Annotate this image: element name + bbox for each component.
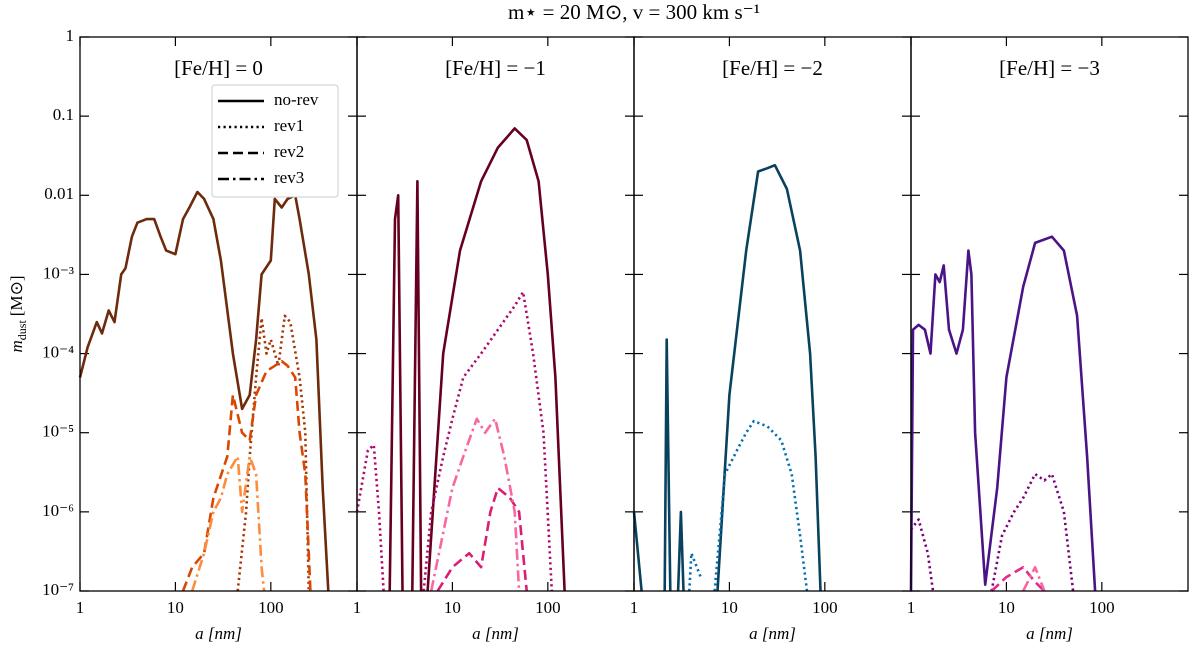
data-line <box>190 455 266 592</box>
panel: 1 10 100 [Fe/H] = −3 a [nm] <box>907 36 1189 643</box>
data-line <box>436 486 528 592</box>
panel-title: [Fe/H] = −3 <box>999 56 1100 80</box>
y-axis-label: mdust [M⊙] <box>7 276 29 353</box>
data-line <box>909 472 1075 592</box>
x-tick-label: 10 <box>998 598 1015 617</box>
panel: 10⁻⁷ 10⁻⁶ 10⁻⁵ 10⁻⁴ 10⁻³ 0.01 0.1 1 1 10 100 [Fe/H]… <box>7 26 358 643</box>
y-tick-label: 1 <box>66 26 75 45</box>
legend-label: rev3 <box>274 168 304 187</box>
data-line <box>429 417 521 592</box>
y-label-symbol: m <box>7 340 26 352</box>
data-line <box>355 290 554 592</box>
x-tick-label: 1 <box>353 598 362 617</box>
data-line <box>181 359 312 592</box>
y-tick-label: 10⁻⁵ <box>42 422 74 441</box>
plot-frame <box>633 36 912 592</box>
data-line <box>1022 565 1046 592</box>
y-tick-label: 0.01 <box>44 184 74 203</box>
data-line <box>990 565 1046 592</box>
figure-title: m⋆ = 20 M⊙, v = 300 km s⁻¹ <box>508 0 760 24</box>
x-tick-label: 1 <box>907 598 916 617</box>
x-axis-label: a [nm] <box>1026 624 1073 643</box>
data-line <box>688 419 809 592</box>
data-line <box>236 314 311 592</box>
panel-title: [Fe/H] = −1 <box>445 56 546 80</box>
data-line <box>909 235 1097 592</box>
x-tick-label: 10 <box>167 598 184 617</box>
panel: 1 10 100 [Fe/H] = −1 a [nm] <box>353 36 635 643</box>
y-tick-label: 0.1 <box>53 105 74 124</box>
y-label-unit: [M⊙] <box>7 276 26 317</box>
x-axis-label: a [nm] <box>472 624 519 643</box>
x-axis-label: a [nm] <box>749 624 796 643</box>
plot-frame <box>910 36 1189 592</box>
x-tick-label: 100 <box>812 598 838 617</box>
y-tick-label: 10⁻⁶ <box>42 501 74 520</box>
legend-box <box>211 84 339 198</box>
x-tick-label: 10 <box>444 598 461 617</box>
legend: no-rev rev1 rev2 rev3 <box>211 84 339 198</box>
x-tick-label: 1 <box>630 598 639 617</box>
x-tick-label: 100 <box>535 598 561 617</box>
x-tick-label: 10 <box>721 598 738 617</box>
y-tick-label: 10⁻⁷ <box>42 580 74 599</box>
legend-label: no-rev <box>274 90 319 109</box>
x-axis-label: a [nm] <box>195 624 242 643</box>
legend-label: rev1 <box>274 116 304 135</box>
x-tick-label: 1 <box>76 598 85 617</box>
x-tick-label: 100 <box>258 598 284 617</box>
panel-title: [Fe/H] = 0 <box>174 56 263 80</box>
x-tick-label: 100 <box>1089 598 1115 617</box>
y-tick-label: 10⁻³ <box>43 263 74 282</box>
data-line <box>78 190 330 592</box>
y-tick-label: 10⁻⁴ <box>42 342 74 361</box>
panel: 1 10 100 [Fe/H] = −2 a [nm] <box>630 36 912 643</box>
y-label-subscript: dust <box>15 320 29 341</box>
data-line <box>388 127 566 592</box>
data-line <box>632 163 822 592</box>
panel-title: [Fe/H] = −2 <box>722 56 823 80</box>
legend-label: rev2 <box>274 142 304 161</box>
